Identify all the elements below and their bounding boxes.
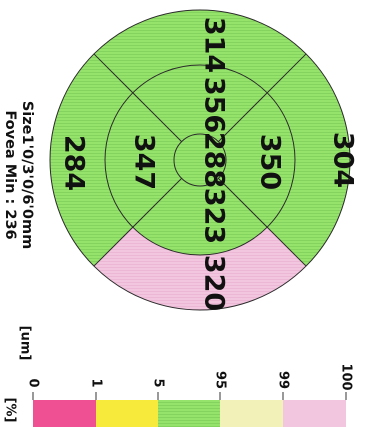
value-inner-nasal: 350 bbox=[255, 134, 286, 190]
normative-color-scale: 0 1 5 95 99 100 [um] [%] bbox=[3, 326, 354, 427]
value-outer-temporal: 284 bbox=[59, 135, 90, 191]
value-outer-superior: 314 bbox=[199, 17, 230, 73]
divider-line bbox=[93, 53, 182, 142]
scale-band-95-99 bbox=[220, 400, 283, 427]
scale-band-99-100 bbox=[283, 400, 346, 427]
scale-tick-label-5: 5 bbox=[151, 378, 166, 387]
scale-unit-um: [um] bbox=[18, 326, 33, 361]
etdrs-thickness-map: 314 356 288 323 320 350 304 347 284 bbox=[49, 9, 359, 311]
scale-tick-label-1: 1 bbox=[89, 378, 104, 387]
scale-tick-label-99: 99 bbox=[276, 371, 291, 389]
value-inner-inferior: 323 bbox=[199, 188, 230, 244]
scale-tick-label-95: 95 bbox=[213, 371, 228, 389]
divider-line bbox=[93, 178, 182, 267]
outer-ring-outline bbox=[49, 9, 351, 311]
middle-ring-outline bbox=[104, 64, 296, 256]
scale-band-5-95 bbox=[158, 400, 220, 427]
value-outer-inferior: 320 bbox=[199, 255, 230, 311]
value-center: 288 bbox=[199, 132, 230, 188]
value-inner-temporal: 347 bbox=[129, 134, 160, 190]
scale-band-1-5 bbox=[96, 400, 158, 427]
scale-band-below-1 bbox=[33, 400, 96, 427]
value-inner-superior: 356 bbox=[199, 77, 230, 133]
divider-line bbox=[218, 178, 307, 267]
value-outer-nasal: 304 bbox=[328, 132, 359, 188]
size-label: Size1'0/3'0/6'0mm bbox=[19, 101, 35, 249]
center-ring-outline bbox=[173, 133, 227, 187]
divider-line bbox=[218, 53, 307, 142]
fovea-min-label: Fovea Min : 236 bbox=[2, 110, 18, 239]
scale-unit-percent: [%] bbox=[3, 398, 18, 423]
scale-tick-label-0: 0 bbox=[26, 378, 41, 387]
scale-tick-label-100: 100 bbox=[339, 363, 354, 390]
